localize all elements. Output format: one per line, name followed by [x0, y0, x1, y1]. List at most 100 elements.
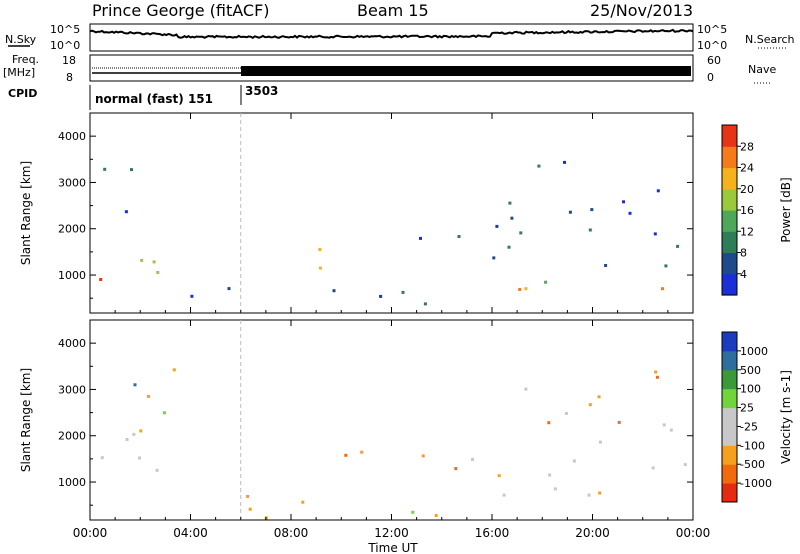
- power-echo-cell: [190, 294, 194, 298]
- velocity-colorbar-label: -1000: [740, 477, 772, 490]
- velocity-echo-cell: [547, 421, 551, 425]
- power-echo-cell: [568, 210, 572, 214]
- velocity-colorbar-bin: [722, 407, 737, 427]
- power-colorbar-label: 12: [740, 225, 754, 238]
- power-colorbar-bin: [722, 125, 737, 147]
- velocity-echo-cell: [655, 375, 659, 379]
- nave-tick-bottom: 0: [707, 71, 714, 84]
- power-echo-cell: [656, 189, 660, 193]
- velocity-ytick-label: 4000: [58, 337, 86, 350]
- time-tick-label: 20:00: [575, 526, 610, 540]
- velocity-echo-cell: [617, 420, 621, 424]
- nsky-panel: [89, 23, 694, 52]
- velocity-echo-cell: [155, 468, 159, 472]
- velocity-ytick-label: 2000: [58, 430, 86, 443]
- velocity-colorbar-label: -100: [740, 439, 765, 452]
- power-panel: 1000 2000 3000 4000 Slant Range [km] 4 8 12 16 20…: [19, 112, 793, 314]
- velocity-colorbar-frame: [721, 331, 738, 503]
- velocity-echo-cell: [587, 493, 591, 497]
- power-echo-cell: [588, 228, 592, 232]
- velocity-colorbar-bin: [722, 464, 737, 484]
- freq-tick-top: 18: [62, 54, 76, 67]
- velocity-colorbar-bin: [722, 332, 737, 352]
- power-echo-cell: [156, 271, 160, 274]
- power-colorbar-bin: [722, 146, 737, 169]
- freq-block-late: [241, 66, 691, 76]
- power-echo-cell: [518, 288, 522, 291]
- time-axis: 00:00 04:00 08:00 12:00 16:00 20:00 00:00: [73, 526, 711, 540]
- velocity-echo-cell: [553, 487, 557, 491]
- power-echo-cell: [140, 258, 144, 262]
- power-colorbar-bin: [722, 273, 737, 296]
- power-ytick-label: 3000: [58, 176, 86, 189]
- power-colorbar-bin: [722, 188, 737, 211]
- time-tick-label: 16:00: [475, 526, 510, 540]
- freq-label: Freq.: [12, 53, 39, 66]
- cpid-segment-2: 3503: [245, 84, 278, 98]
- velocity-ytick-label: 3000: [58, 383, 86, 396]
- velocity-echo-cell: [434, 514, 438, 517]
- power-echo-cell: [507, 245, 511, 249]
- velocity-echo-cell: [662, 423, 666, 427]
- velocity-echo-cell: [411, 510, 415, 514]
- beam-title: Beam 15: [357, 1, 429, 20]
- power-echo-cell: [628, 211, 632, 215]
- time-tick-label: 04:00: [173, 526, 208, 540]
- power-echo-cell: [130, 168, 133, 172]
- power-colorbar-title: Power [dB]: [779, 177, 793, 242]
- cpid-segment-1: normal (fast) 151: [95, 92, 213, 106]
- power-echo-cell: [492, 256, 496, 260]
- time-tick-label: 00:00: [73, 526, 108, 540]
- velocity-colorbar-label: 25: [740, 402, 754, 415]
- freq-tick-bottom: 8: [66, 71, 73, 84]
- velocity-echo-cell: [502, 493, 506, 497]
- velocity-echo-cell: [172, 368, 176, 372]
- power-echo-cell: [419, 236, 422, 240]
- velocity-echo-cell: [147, 394, 150, 398]
- nsky-label: N.Sky: [5, 33, 37, 46]
- power-echo-cell: [622, 200, 625, 204]
- cpid-label: CPID: [8, 87, 37, 100]
- time-tick-label: 08:00: [274, 526, 309, 540]
- velocity-colorbar-bin: [722, 388, 737, 409]
- nave-label: Nave: [748, 63, 776, 76]
- power-echo-cell: [423, 302, 427, 306]
- velocity-echo-cell: [421, 454, 425, 458]
- velocity-echo-cell: [248, 507, 252, 511]
- nsky-series-line: [89, 28, 694, 39]
- power-colorbar-label: 20: [740, 183, 754, 196]
- velocity-echo-cell: [344, 453, 348, 457]
- power-plot-bg: [90, 113, 693, 313]
- nsky-tick-bottom: 10^0: [50, 39, 80, 52]
- velocity-echo-cell: [133, 383, 137, 387]
- power-echo-cell: [124, 210, 128, 214]
- power-colorbar-label: 4: [740, 268, 747, 281]
- time-tick-label: 00:00: [676, 526, 711, 540]
- nsky-tick-top: 10^5: [50, 23, 80, 36]
- power-echo-cell: [537, 164, 541, 168]
- velocity-colorbar-title: Velocity [m s-1]: [779, 370, 793, 464]
- velocity-ylabel: Slant Range [km]: [19, 368, 33, 472]
- date-title: 25/Nov/2013: [590, 1, 693, 20]
- velocity-echo-cell: [246, 494, 250, 498]
- power-echo-cell: [332, 289, 336, 293]
- power-echo-cell: [524, 287, 528, 291]
- power-echo-cell: [457, 235, 461, 238]
- velocity-echo-cell: [301, 500, 305, 504]
- power-colorbar-bin: [722, 167, 737, 190]
- power-ylabel: Slant Range [km]: [19, 161, 33, 265]
- velocity-plot-bg: [90, 320, 693, 520]
- power-echo-cell: [653, 232, 657, 236]
- velocity-echo-cell: [360, 450, 364, 454]
- velocity-colorbar-bin: [722, 483, 737, 503]
- velocity-echo-cell: [654, 370, 658, 374]
- power-echo-cell: [661, 287, 664, 291]
- velocity-colorbar-label: 100: [740, 383, 761, 396]
- power-colorbar-bin: [722, 231, 737, 254]
- velocity-colorbar-label: -500: [740, 458, 765, 471]
- power-echo-cell: [544, 280, 548, 284]
- velocity-echo-cell: [669, 428, 673, 432]
- power-echo-cell: [401, 290, 405, 294]
- power-echo-cell: [318, 266, 322, 270]
- power-echo-cell: [379, 294, 383, 298]
